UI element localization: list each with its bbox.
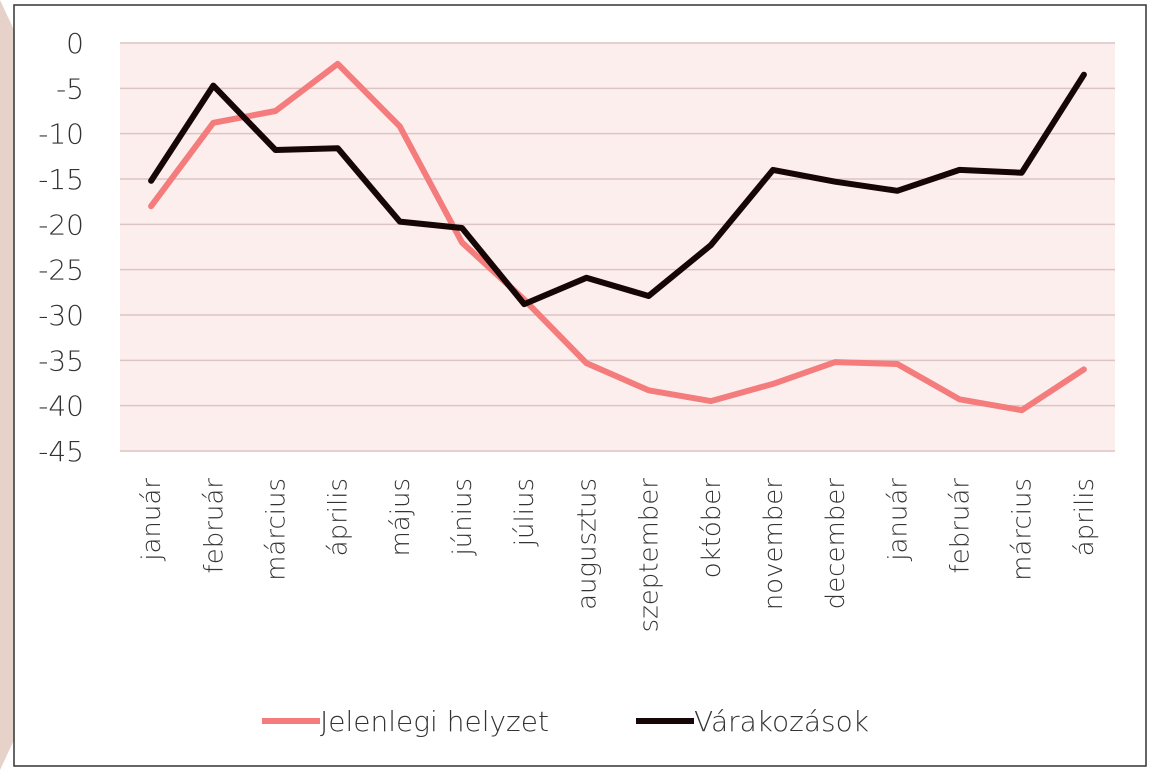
x-tick-label: május [386, 478, 416, 557]
y-tick-label: -10 [38, 118, 84, 151]
series-line [148, 71, 1087, 308]
x-tick-label: március [1008, 478, 1038, 581]
x-tick-label: február [946, 478, 976, 574]
x-tick-label: július [510, 478, 540, 547]
y-tick-label: -45 [38, 435, 84, 468]
x-tick-label: szeptember [635, 478, 665, 633]
x-tick-label: február [199, 478, 229, 574]
x-tick-label: október [697, 478, 727, 579]
legend-label: Várakozások [694, 705, 869, 738]
x-tick-label: március [261, 478, 291, 581]
series-line [148, 60, 1087, 414]
legend-label: Jelenlegi helyzet [320, 705, 549, 738]
y-tick-label: 0 [66, 27, 84, 60]
y-tick-label: -15 [38, 163, 84, 196]
x-tick-label: augusztus [572, 478, 602, 610]
y-tick-label: -35 [38, 344, 84, 377]
x-tick-label: április [1070, 478, 1100, 556]
x-tick-label: április [324, 478, 354, 556]
x-tick-label: június [448, 478, 478, 556]
y-tick-label: -25 [38, 254, 84, 287]
x-tick-label: december [821, 478, 851, 610]
y-tick-label: -40 [38, 390, 84, 423]
x-tick-label: november [759, 478, 789, 611]
decor-strip [0, 0, 14, 770]
y-tick-label: -5 [56, 72, 84, 105]
x-tick-label: január [137, 478, 167, 562]
plot-area [120, 43, 1115, 451]
x-tick-label: január [883, 478, 913, 562]
y-tick-label: -30 [38, 299, 84, 332]
y-tick-label: -20 [38, 208, 84, 241]
